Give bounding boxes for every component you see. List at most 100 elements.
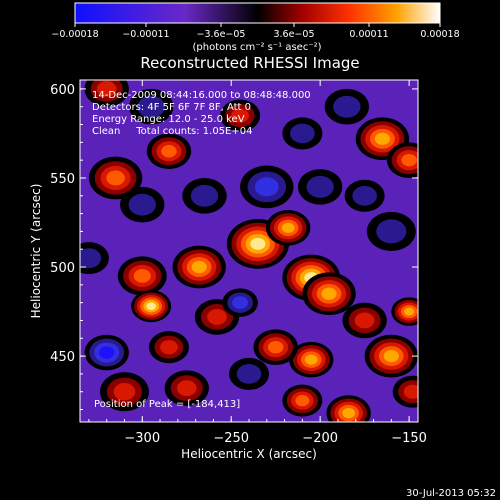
annotation-detectors: Detectors: 4F 5F 6F 7F 8F, Att 0 [92,102,251,113]
negative-blob [80,242,109,275]
plot-area [79,79,419,423]
blob-layer [383,349,399,363]
blob-layer [401,153,417,167]
blob-layer [321,287,337,300]
blob-layer [207,308,227,325]
emission-blob [364,334,418,378]
y-tick-label: 450 [50,350,75,365]
negative-blob [324,88,370,125]
blob-layer [146,302,157,311]
colorbar-tick-label: −0.00011 [122,29,169,40]
blob-layer [160,340,178,355]
emission-blob [100,372,149,412]
blob-layer [404,307,415,316]
blob-layer [250,237,266,250]
emission-blob [117,256,167,296]
emission-blob [164,370,209,406]
blob-layer [352,185,377,206]
y-axis: 450 500 550 600 [50,83,418,411]
emission-blob [282,384,323,417]
blob-layer [236,364,262,384]
blob-layer [304,354,318,365]
blob-layer [232,296,249,309]
x-tick-label: −200 [302,431,338,446]
emission-blob [220,99,261,132]
colorbar-ticks: −0.00018 −0.00011 −3.6e−05 3.6e−05 0.00011 0.… [51,23,460,40]
blob-layer [290,123,315,144]
y-tick-label: 550 [50,172,75,187]
blob-layer [98,346,115,359]
annotation-block: 14-Dec-2009 08:44:16.000 to 08:48:48.000… [92,90,311,410]
negative-blob [297,169,343,205]
negative-blob [222,288,258,317]
footer-timestamp: 30-Jul-2013 05:32 [406,488,496,499]
emission-blob [289,341,334,378]
x-tick-label: −300 [124,431,160,446]
blob-layer [306,175,334,198]
negative-blob [120,186,165,223]
negative-blob [282,117,323,150]
negative-blob [128,88,174,125]
y-axis-label: Heliocentric Y (arcsec) [29,184,43,319]
emission-blob [342,302,387,339]
x-axis-label: Heliocentric X (arcsec) [181,447,317,461]
blob-layer [254,177,279,197]
emission-blob [148,331,189,364]
blob-layer [106,170,125,186]
colorbar-tick-label: 0.00011 [349,29,388,40]
annotation-clean-counts: Clean Total counts: 1.05E+04 [92,126,252,137]
emission-blob [391,297,418,326]
emission-blob [146,133,192,170]
blob-layer [403,384,418,399]
negative-blob [344,179,385,212]
blob-layer [354,312,375,329]
x-tick-label: −150 [391,431,427,446]
blob-layer [190,184,219,207]
negative-blob [84,334,129,371]
negative-blob [182,177,227,214]
blob-layer [342,408,355,419]
emission-blob [131,290,172,323]
blob-layer [333,95,361,118]
colorbar-tick-label: −3.6e−05 [197,29,246,40]
annotation-energy-range: Energy Range: 12.0 - 25.0 keV [92,114,245,125]
colorbar-tick-label: 0.00018 [420,29,459,40]
colorbar: −0.00018 −0.00011 −3.6e−05 3.6e−05 0.00011 0.… [51,2,460,53]
emission-blob [265,210,311,246]
y-tick-label: 600 [50,83,75,98]
blob-layer [176,380,197,397]
blob-layer [161,145,177,158]
emission-blob [172,245,226,289]
blob-layer [113,383,136,401]
x-axis: −300 −250 −200 −150 [88,80,427,446]
blob-layer [281,222,295,233]
heatmap-image [80,80,418,422]
blob-layer [295,395,310,407]
emission-blob [302,272,356,316]
blob-layer [133,269,151,283]
blob-layer [376,219,407,244]
blob-layer [231,108,250,123]
blob-layer [128,193,156,216]
blob-layer [191,260,207,274]
annotation-time-range: 14-Dec-2009 08:44:16.000 to 08:48:48.000 [92,90,311,101]
blob-layer [267,340,284,354]
negative-blob [240,165,294,209]
colorbar-tick-label: 3.6e−05 [273,29,314,40]
emission-blob [253,329,298,365]
colorbar-tick-label: −0.00018 [51,29,98,40]
annotation-peak-position: Position of Peak = [-184,413] [94,399,240,410]
chart-title: Reconstructed RHESSI Image [140,54,359,72]
negative-blob [228,357,270,390]
blob-layer [374,132,391,145]
y-tick-label: 500 [50,261,75,276]
emission-blob [386,142,418,178]
blob-layer [96,80,117,97]
emission-blob [326,395,371,422]
x-tick-label: −250 [213,431,249,446]
negative-blob [366,211,416,251]
blob-layer [137,95,165,118]
emission-blob [88,156,143,200]
colorbar-gradient [74,2,441,24]
